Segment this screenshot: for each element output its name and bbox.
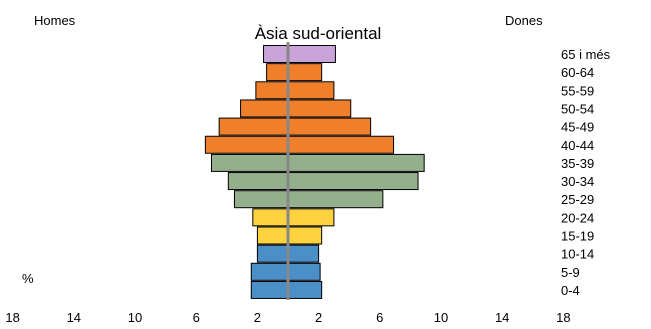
- age-group-label: 35-39: [561, 156, 594, 171]
- left-side-label: Homes: [34, 13, 76, 28]
- age-group-label: 40-44: [561, 138, 594, 153]
- bar-homes-65-i-més: [263, 45, 289, 63]
- age-group-label: 15-19: [561, 229, 594, 244]
- x-tick-label: 18: [556, 310, 570, 325]
- age-group-label: 65 i més: [561, 47, 611, 62]
- bar-homes-50-54: [240, 99, 289, 118]
- chart-title: Àsia sud-oriental: [255, 24, 382, 43]
- bar-homes-30-34: [227, 172, 289, 191]
- age-group-label: 0-4: [561, 283, 580, 298]
- bar-dones-25-29: [287, 190, 384, 209]
- age-group-label: 25-29: [561, 192, 594, 207]
- bar-homes-35-39: [211, 153, 289, 172]
- age-group-label: 45-49: [561, 120, 594, 135]
- x-tick-label: 2: [315, 310, 322, 325]
- bar-dones-30-34: [287, 172, 419, 191]
- x-tick-label: 18: [5, 310, 19, 325]
- right-side-label: Dones: [505, 13, 543, 28]
- bar-homes-5-9: [250, 262, 289, 281]
- age-group-label: 10-14: [561, 247, 594, 262]
- x-tick-label: 6: [193, 310, 200, 325]
- bar-homes-40-44: [204, 135, 289, 154]
- bar-dones-60-64: [287, 63, 323, 82]
- bar-dones-10-14: [287, 244, 320, 263]
- bar-dones-20-24: [287, 208, 335, 227]
- age-group-label: 30-34: [561, 174, 594, 189]
- age-group-label: 60-64: [561, 65, 594, 80]
- age-group-label: 50-54: [561, 101, 594, 116]
- x-axis-ticks: 18 14 10 6 2 2 6 10 14 18: [5, 310, 570, 325]
- bar-homes-10-14: [256, 244, 289, 263]
- x-tick-label: 10: [128, 310, 142, 325]
- x-tick-label: 2: [254, 310, 261, 325]
- bar-dones-50-54: [287, 99, 352, 118]
- x-tick-label: 14: [67, 310, 81, 325]
- bar-dones-40-44: [287, 135, 395, 154]
- bar-homes-60-64: [266, 63, 289, 82]
- bar-homes-15-19: [256, 226, 289, 245]
- age-group-label: 20-24: [561, 210, 594, 225]
- bar-dones-55-59: [287, 81, 335, 100]
- x-tick-label: 6: [376, 310, 383, 325]
- bar-dones-35-39: [287, 153, 425, 172]
- bar-homes-45-49: [218, 117, 289, 136]
- bars-group: [204, 45, 425, 299]
- unit-label: %: [22, 271, 34, 286]
- bar-dones-65-i-més: [287, 45, 336, 63]
- bar-dones-45-49: [287, 117, 372, 136]
- age-group-label: 55-59: [561, 83, 594, 98]
- x-tick-label: 14: [495, 310, 509, 325]
- bar-homes-20-24: [252, 208, 289, 227]
- bar-homes-0-4: [250, 280, 289, 299]
- x-tick-label: 10: [434, 310, 448, 325]
- bar-dones-0-4: [287, 280, 323, 299]
- bar-homes-25-29: [233, 190, 289, 209]
- bar-dones-5-9: [287, 262, 321, 281]
- bar-homes-55-59: [255, 81, 289, 100]
- age-group-labels: 0-4 5-9 10-14 15-19 20-24 25-29 30-34 35-39 40-4…: [561, 47, 611, 298]
- bar-dones-15-19: [287, 226, 323, 245]
- age-group-label: 5-9: [561, 265, 580, 280]
